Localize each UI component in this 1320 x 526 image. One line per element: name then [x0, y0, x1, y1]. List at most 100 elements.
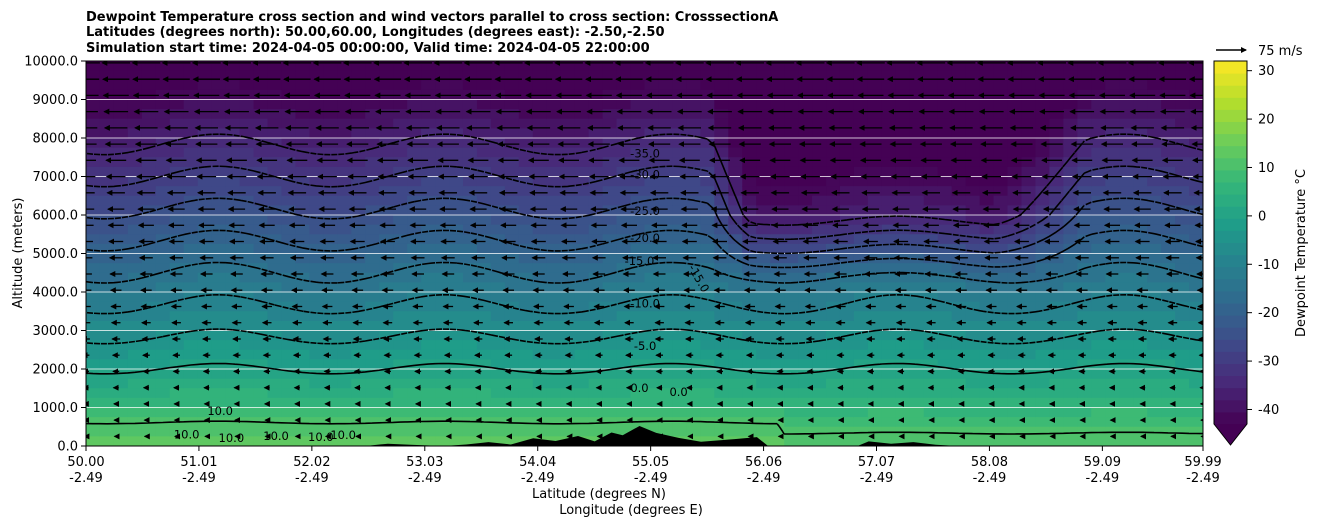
field-cell [686, 61, 701, 72]
field-cell [700, 99, 715, 110]
field-cell [337, 109, 352, 120]
field-cell [951, 292, 967, 303]
field-cell [1175, 224, 1190, 235]
field-cell [965, 166, 981, 178]
field-cell [909, 70, 925, 81]
field-cell [784, 224, 799, 235]
field-cell [1119, 70, 1134, 81]
field-cell [616, 215, 632, 226]
field-cell [155, 426, 171, 437]
field-cell [1175, 417, 1190, 428]
field-cell [812, 166, 827, 178]
field-cell [881, 138, 897, 149]
field-cell [1175, 263, 1190, 274]
field-cell [253, 426, 269, 437]
field-cell [295, 166, 310, 178]
quiver-key-label: 75 m/s [1258, 44, 1303, 59]
field-cell [449, 147, 464, 158]
field-cell [169, 378, 185, 389]
field-cell [253, 253, 269, 264]
field-cell [895, 407, 911, 418]
field-cell [812, 436, 827, 446]
field-cell [923, 330, 939, 341]
field-cell [602, 282, 618, 293]
field-cell [99, 166, 115, 178]
field-cell [421, 80, 436, 91]
field-cell [267, 61, 283, 72]
field-cell [770, 80, 785, 91]
field-cell [826, 340, 841, 351]
field-cell [239, 70, 255, 81]
field-cell [1119, 166, 1134, 178]
field-cell [1175, 311, 1190, 322]
field-cell [1077, 340, 1092, 351]
field-cell [1175, 157, 1190, 168]
field-cell [1049, 426, 1064, 437]
field-cell [127, 80, 143, 91]
field-cell [365, 349, 380, 360]
field-cell [183, 128, 199, 139]
field-cell [965, 359, 981, 370]
field-cell [937, 292, 953, 303]
field-cell [923, 272, 939, 283]
chart-title-line-3: Simulation start time: 2024-04-05 00:00:… [86, 41, 650, 56]
field-cell [141, 138, 157, 149]
field-cell [127, 388, 143, 399]
field-cell [853, 128, 869, 139]
field-cell [141, 118, 157, 129]
field-cell [518, 176, 534, 187]
field-cell [295, 176, 310, 187]
field-cell [504, 388, 520, 399]
field-cell [574, 157, 590, 168]
field-cell [337, 301, 352, 312]
field-cell [853, 330, 869, 341]
field-cell [449, 205, 464, 216]
field-cell [239, 301, 255, 312]
field-cell [155, 109, 171, 120]
field-cell [644, 311, 660, 322]
field-cell [365, 417, 380, 428]
field-cell [1175, 397, 1190, 409]
field-cell [155, 263, 171, 274]
field-cell [141, 378, 157, 389]
field-cell [993, 378, 1009, 389]
field-cell [1063, 147, 1078, 158]
field-cell [895, 109, 911, 120]
field-cell [867, 330, 883, 341]
field-cell [1091, 234, 1106, 245]
field-cell [393, 436, 408, 446]
field-cell [839, 70, 855, 81]
field-cell [1021, 234, 1037, 245]
field-cell [658, 320, 674, 332]
field-cell [532, 282, 548, 293]
field-cell [867, 109, 883, 120]
field-cell [155, 243, 171, 255]
field-cell [1049, 243, 1064, 255]
field-cell [588, 330, 604, 341]
field-cell [993, 330, 1009, 341]
field-cell [1049, 205, 1064, 216]
field-cell [853, 176, 869, 187]
field-cell [895, 186, 911, 197]
field-cell [756, 61, 771, 72]
field-cell [756, 186, 771, 197]
field-cell [267, 388, 283, 399]
field-cell [490, 147, 506, 158]
field-cell [574, 224, 590, 235]
field-cell [1021, 369, 1037, 380]
field-cell [546, 426, 562, 437]
field-cell [881, 340, 897, 351]
field-cell [393, 426, 408, 437]
field-cell [449, 118, 464, 129]
field-cell [560, 109, 576, 120]
field-cell [532, 186, 548, 197]
field-cell [462, 272, 478, 283]
field-cell [574, 349, 590, 360]
field-cell [1077, 311, 1092, 322]
field-cell [1161, 417, 1176, 428]
field-cell [141, 128, 157, 139]
field-cell [895, 417, 911, 428]
field-cell [476, 282, 492, 293]
field-cell [337, 292, 352, 303]
field-cell [839, 417, 855, 428]
